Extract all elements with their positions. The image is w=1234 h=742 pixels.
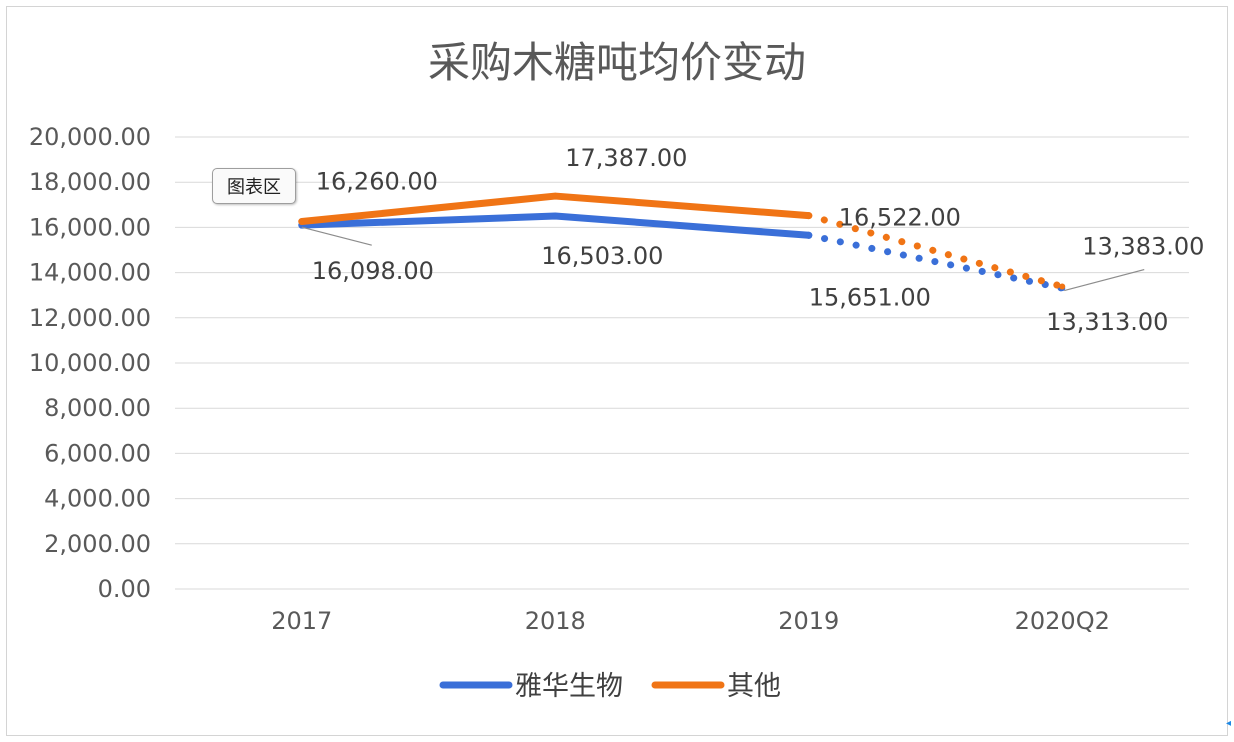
y-axis-ticks: 0.00 2,000.00 4,000.00 6,000.00 8,000.00 10,0… (29, 123, 151, 603)
data-label[interactable]: 16,098.00 (312, 257, 434, 285)
y-tick-label: 6,000.00 (44, 439, 151, 467)
resize-handle-icon[interactable]: ◂ (1226, 718, 1232, 729)
y-tick-label: 16,000.00 (29, 213, 151, 241)
line-chart: 采购木糖吨均价变动 0.00 2,000.00 4,000.00 6,000.00 8,… (29, 38, 1205, 702)
data-labels: 16,098.00 16,503.00 15,651.00 13,313.00 16,2… (312, 144, 1205, 336)
x-axis-ticks: 2017 2018 2019 2020Q2 (271, 607, 1110, 635)
x-tick-label: 2020Q2 (1015, 607, 1110, 635)
y-tick-label: 14,000.00 (29, 259, 151, 287)
y-tick-label: 8,000.00 (44, 394, 151, 422)
legend-label[interactable]: 其他 (727, 671, 781, 702)
series-lines (298, 192, 1066, 292)
y-tick-label: 10,000.00 (29, 349, 151, 377)
y-tick-label: 2,000.00 (44, 530, 151, 558)
data-point[interactable] (805, 212, 812, 219)
x-tick-label: 2018 (525, 607, 586, 635)
y-tick-label: 0.00 (98, 575, 151, 603)
leader-line (301, 226, 372, 246)
y-tick-label: 18,000.00 (29, 168, 151, 196)
leader-lines (301, 226, 1145, 292)
data-label[interactable]: 13,383.00 (1082, 233, 1204, 261)
data-label[interactable]: 16,503.00 (541, 242, 663, 270)
legend[interactable]: 雅华生物 其他 (439, 671, 781, 702)
y-tick-label: 4,000.00 (44, 485, 151, 513)
y-tick-label: 12,000.00 (29, 304, 151, 332)
data-point[interactable] (1059, 283, 1066, 290)
chart-area-tooltip: 图表区 (212, 168, 296, 204)
data-label[interactable]: 16,260.00 (316, 168, 438, 196)
series-line-dotted[interactable] (805, 212, 1066, 291)
data-label[interactable]: 13,313.00 (1046, 308, 1168, 336)
chart-title: 采购木糖吨均价变动 (428, 38, 806, 87)
leader-line (1064, 268, 1145, 292)
x-tick-label: 2017 (271, 607, 332, 635)
data-point[interactable] (552, 213, 559, 220)
data-point[interactable] (298, 218, 305, 225)
series-line-dotted[interactable] (805, 231, 1066, 292)
y-tick-label: 20,000.00 (29, 123, 151, 151)
chart-area[interactable]: 采购木糖吨均价变动 0.00 2,000.00 4,000.00 6,000.00 8,… (6, 6, 1228, 736)
data-point[interactable] (552, 193, 559, 200)
data-label[interactable]: 17,387.00 (565, 144, 687, 172)
x-tick-label: 2019 (778, 607, 839, 635)
legend-label[interactable]: 雅华生物 (515, 671, 623, 702)
data-label[interactable]: 15,651.00 (809, 283, 931, 311)
data-point[interactable] (805, 232, 812, 239)
data-label[interactable]: 16,522.00 (839, 204, 961, 232)
